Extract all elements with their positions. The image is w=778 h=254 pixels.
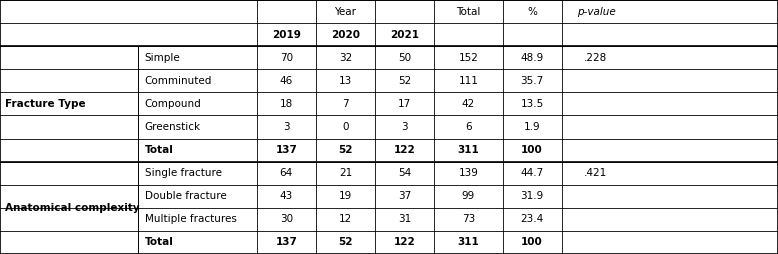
Text: 44.7: 44.7 — [520, 168, 544, 178]
Text: 122: 122 — [394, 145, 415, 155]
Text: 3: 3 — [283, 122, 289, 132]
Text: 64: 64 — [279, 168, 293, 178]
Text: Multiple fractures: Multiple fractures — [145, 214, 237, 224]
Text: 17: 17 — [398, 99, 412, 109]
Text: p-value: p-value — [576, 7, 615, 17]
Text: 1.9: 1.9 — [524, 122, 541, 132]
Text: 30: 30 — [280, 214, 293, 224]
Text: 2019: 2019 — [272, 30, 301, 40]
Text: 100: 100 — [521, 237, 543, 247]
Text: Year: Year — [335, 7, 356, 17]
Text: Anatomical complexity: Anatomical complexity — [5, 203, 139, 213]
Text: Compound: Compound — [145, 99, 202, 109]
Text: 42: 42 — [461, 99, 475, 109]
Text: Simple: Simple — [145, 53, 180, 63]
Text: 13: 13 — [338, 76, 352, 86]
Text: Fracture Type: Fracture Type — [5, 99, 86, 109]
Text: Double fracture: Double fracture — [145, 191, 226, 201]
Text: 43: 43 — [279, 191, 293, 201]
Text: 19: 19 — [338, 191, 352, 201]
Text: 2020: 2020 — [331, 30, 360, 40]
Text: 122: 122 — [394, 237, 415, 247]
Text: 137: 137 — [275, 237, 297, 247]
Text: 0: 0 — [342, 122, 349, 132]
Text: 12: 12 — [338, 214, 352, 224]
Text: 18: 18 — [279, 99, 293, 109]
Text: Total: Total — [145, 145, 173, 155]
Text: 311: 311 — [457, 145, 479, 155]
Text: 7: 7 — [342, 99, 349, 109]
Text: Total: Total — [145, 237, 173, 247]
Text: 50: 50 — [398, 53, 411, 63]
Text: Greenstick: Greenstick — [145, 122, 201, 132]
Text: Total: Total — [456, 7, 481, 17]
Text: 21: 21 — [338, 168, 352, 178]
Text: 52: 52 — [398, 76, 412, 86]
Text: Single fracture: Single fracture — [145, 168, 222, 178]
Text: 99: 99 — [461, 191, 475, 201]
Text: 6: 6 — [465, 122, 471, 132]
Text: 23.4: 23.4 — [520, 214, 544, 224]
Text: Comminuted: Comminuted — [145, 76, 212, 86]
Text: 100: 100 — [521, 145, 543, 155]
Text: %: % — [527, 7, 537, 17]
Text: 48.9: 48.9 — [520, 53, 544, 63]
Text: 311: 311 — [457, 237, 479, 247]
Text: 32: 32 — [338, 53, 352, 63]
Text: .421: .421 — [584, 168, 608, 178]
Text: 46: 46 — [279, 76, 293, 86]
Text: 35.7: 35.7 — [520, 76, 544, 86]
Text: 73: 73 — [461, 214, 475, 224]
Text: .228: .228 — [584, 53, 608, 63]
Text: 2021: 2021 — [390, 30, 419, 40]
Text: 3: 3 — [401, 122, 408, 132]
Text: 152: 152 — [458, 53, 478, 63]
Text: 139: 139 — [458, 168, 478, 178]
Text: 52: 52 — [338, 237, 352, 247]
Text: 31: 31 — [398, 214, 412, 224]
Text: 13.5: 13.5 — [520, 99, 544, 109]
Text: 111: 111 — [458, 76, 478, 86]
Text: 70: 70 — [280, 53, 293, 63]
Text: 54: 54 — [398, 168, 412, 178]
Text: 52: 52 — [338, 145, 352, 155]
Text: 31.9: 31.9 — [520, 191, 544, 201]
Text: 137: 137 — [275, 145, 297, 155]
Text: 37: 37 — [398, 191, 412, 201]
